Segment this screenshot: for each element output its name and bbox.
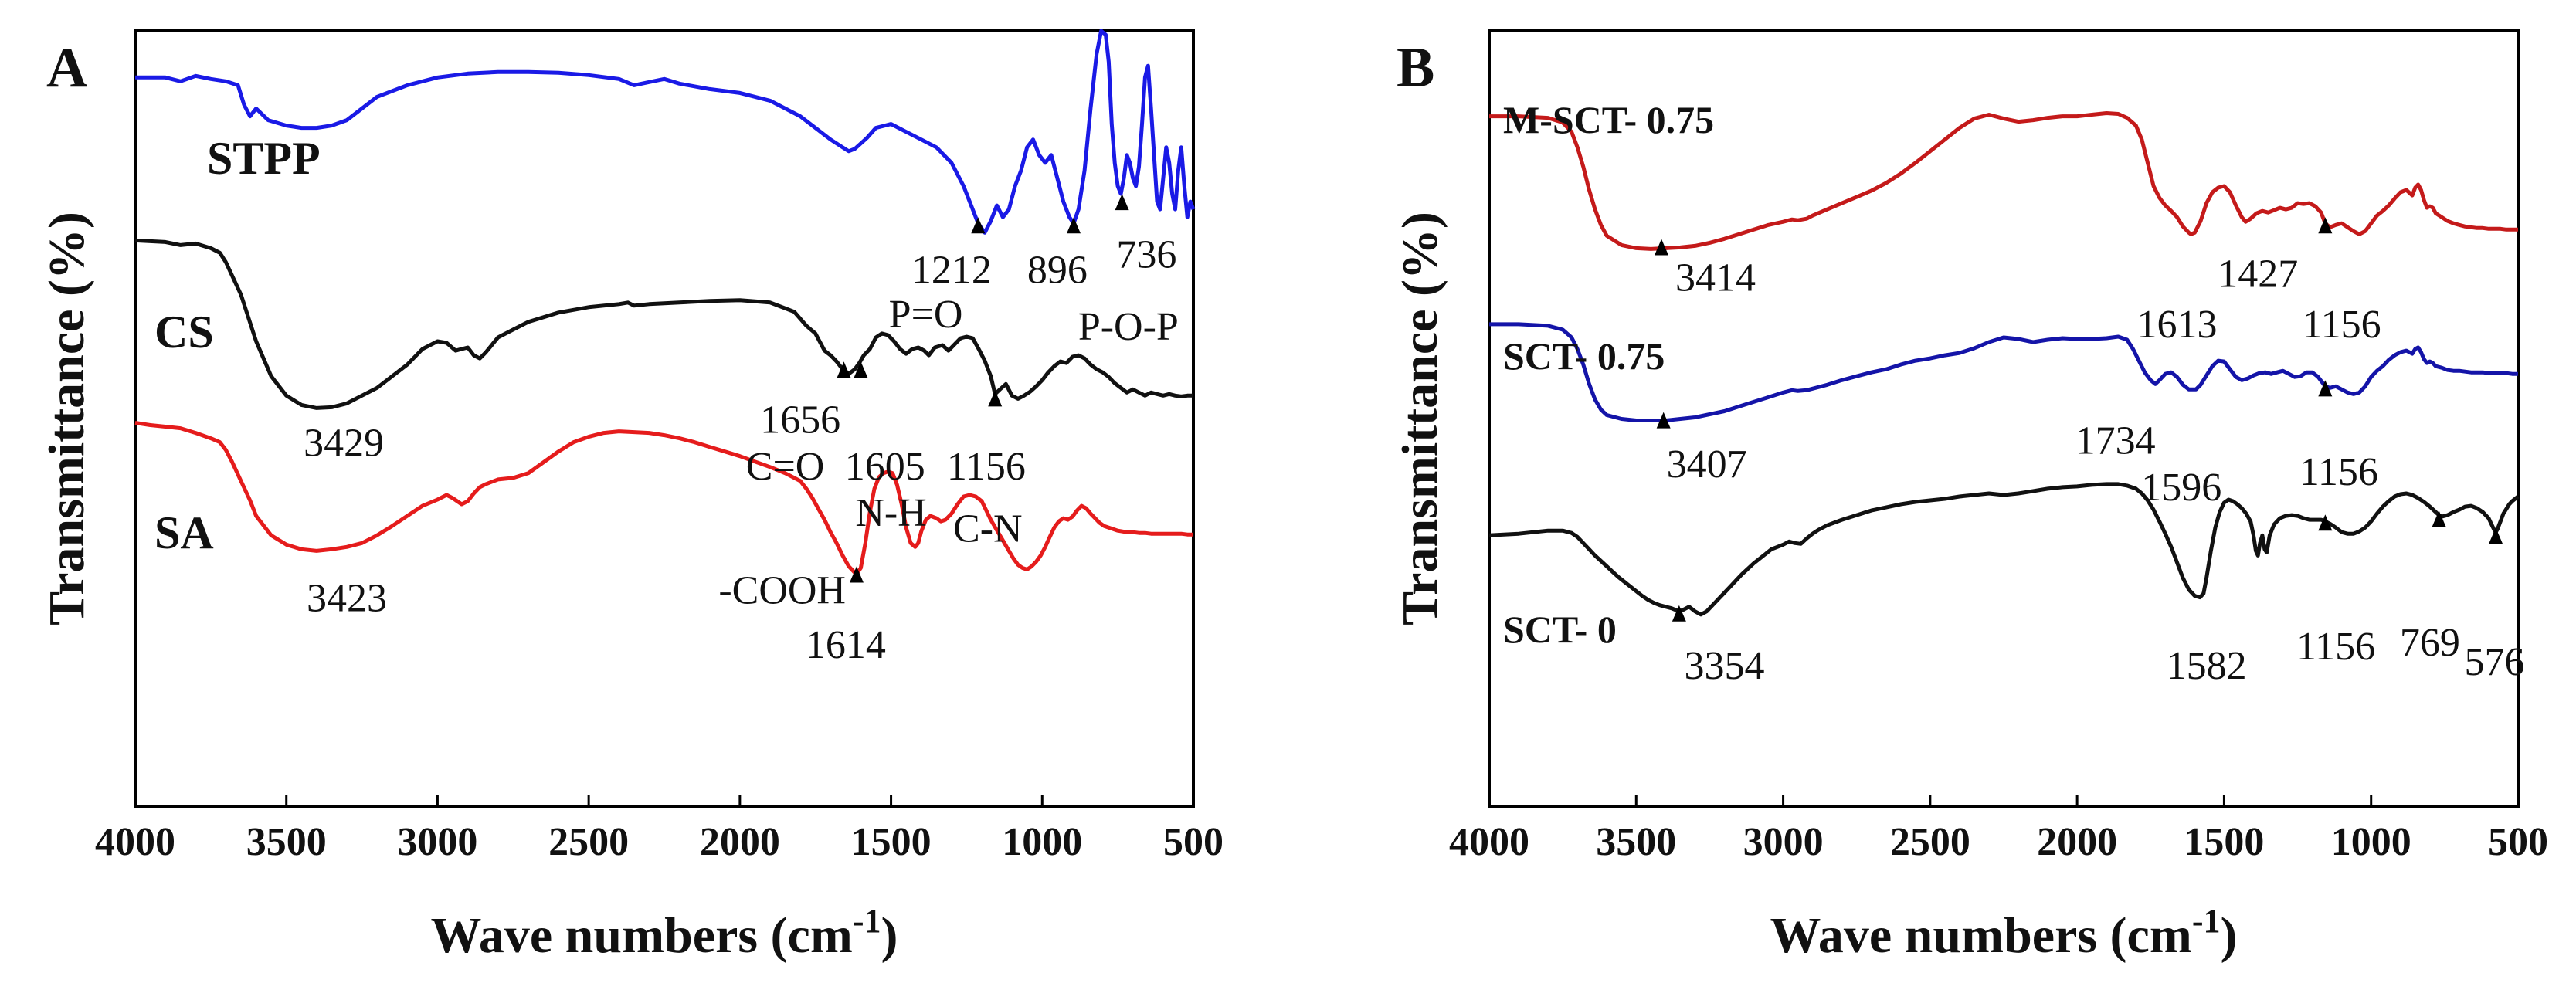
- peak-annotation: 1156: [2296, 625, 2375, 669]
- series-label: SCT- 0: [1503, 608, 1617, 651]
- panel-b-plot-frame: [1488, 29, 2520, 808]
- panel-a-plot-frame: [134, 29, 1195, 808]
- peak-arrow: [1115, 194, 1129, 211]
- panel-a-arrows: [837, 194, 1129, 583]
- peak-arrow: [854, 361, 868, 378]
- panel-b-series-labels: M-SCT- 0.75 SCT- 0.75 SCT- 0: [1503, 98, 1714, 651]
- x-tick-label: 3000: [1743, 820, 1824, 864]
- series-label: SCT- 0.75: [1503, 334, 1665, 378]
- series-line-sct-0-75: [1489, 322, 2518, 422]
- peak-annotation: 1656: [760, 398, 840, 442]
- panel-a-x-axis-label-close: ): [881, 907, 898, 964]
- panel-a-x-axis: 4000 3500 3000 2500 2000 1500 1000 500: [95, 795, 1224, 864]
- peak-annotation: 1613: [2137, 303, 2218, 347]
- panel-b-x-axis-label-close: ): [2220, 907, 2237, 964]
- peak-arrow: [2489, 527, 2503, 544]
- peak-annotation: C=O: [746, 445, 825, 489]
- peak-annotation: 1614: [806, 623, 886, 667]
- panel-b-x-axis: 4000 3500 3000 2500 2000 1500 1000 500: [1449, 795, 2548, 864]
- peak-annotation: 3429: [304, 422, 384, 466]
- peak-arrow: [1656, 412, 1671, 429]
- x-tick-label: 2000: [2037, 820, 2117, 864]
- peak-annotation: 1156: [947, 445, 1026, 489]
- peak-arrow: [1672, 605, 1686, 622]
- x-tick-label: 2500: [548, 820, 629, 864]
- peak-annotation: 3423: [307, 577, 387, 621]
- series-line-sa: [134, 421, 1193, 576]
- series-label: M-SCT- 0.75: [1503, 98, 1714, 141]
- x-tick-label: 4000: [95, 820, 175, 864]
- series-label: SA: [154, 507, 214, 558]
- panel-b-x-axis-label: Wave numbers (cm-1): [1770, 902, 2238, 964]
- peak-arrow: [2318, 380, 2333, 397]
- panel-a-x-axis-label: Wave numbers (cm-1): [431, 902, 898, 964]
- peak-annotation: -COOH: [718, 569, 846, 613]
- series-label: CS: [154, 307, 214, 358]
- panel-a-label: A: [46, 36, 87, 100]
- x-tick-label: 500: [2488, 820, 2548, 864]
- x-tick-label: 3500: [1596, 820, 1676, 864]
- panel-b: B 4000 3500 3000 2500 2000 1500 1000 500 3414 16…: [1392, 29, 2548, 964]
- peak-annotation: 736: [1116, 233, 1176, 277]
- panel-a-x-axis-label-sup: -1: [853, 902, 881, 940]
- peak-annotation: C-N: [953, 507, 1023, 551]
- x-tick-label: 2500: [1890, 820, 1970, 864]
- peak-annotation: 3354: [1684, 644, 1764, 688]
- panel-a-series: [134, 29, 1196, 576]
- panel-b-x-axis-label-sup: -1: [2192, 902, 2221, 940]
- peak-annotation: 1156: [2299, 450, 2378, 494]
- panel-a-y-axis-label: Transmittance (%): [39, 212, 95, 625]
- x-tick-label: 500: [1163, 820, 1224, 864]
- panel-b-x-axis-label-main: Wave numbers (cm: [1770, 907, 2192, 964]
- peak-annotation: 1212: [911, 249, 992, 293]
- panel-a: A 4000 3500 3000 2500 2000 1500 1000 500 342934…: [39, 29, 1224, 964]
- peak-annotation: 1582: [2167, 644, 2247, 688]
- x-tick-label: 2000: [700, 820, 780, 864]
- peak-annotation: P-O-P: [1078, 305, 1179, 349]
- x-tick-label: 3500: [246, 820, 327, 864]
- peak-annotation: 769: [2400, 621, 2460, 665]
- peak-annotation: P=O: [889, 293, 963, 337]
- series-line-m-sct-0-75: [1489, 111, 2518, 251]
- series-line-stpp: [135, 29, 1196, 235]
- x-tick-label: 1000: [1002, 820, 1082, 864]
- peak-arrow: [849, 566, 864, 583]
- peak-arrow: [2318, 217, 2333, 234]
- peak-arrow: [837, 361, 851, 378]
- panel-b-label: B: [1397, 36, 1434, 100]
- x-tick-label: 1500: [2184, 820, 2264, 864]
- peak-annotation: 3407: [1667, 442, 1747, 486]
- peak-annotation: 1596: [2141, 466, 2221, 510]
- peak-annotation: 1605: [845, 445, 925, 489]
- panel-b-series: [1488, 111, 2520, 617]
- peak-arrow: [2318, 514, 2333, 531]
- peak-arrow: [988, 390, 1003, 407]
- x-tick-label: 3000: [397, 820, 477, 864]
- peak-annotation: 3414: [1675, 256, 1756, 300]
- peak-annotation: 576: [2465, 640, 2525, 684]
- panel-a-x-axis-label-main: Wave numbers (cm: [431, 907, 853, 964]
- peak-annotation: 896: [1027, 249, 1088, 293]
- series-label: STPP: [207, 133, 321, 184]
- panel-b-arrows: [1655, 217, 2503, 622]
- x-tick-label: 1500: [851, 820, 932, 864]
- peak-arrow: [2432, 510, 2446, 527]
- peak-arrow: [1655, 239, 1669, 256]
- peak-annotation: 1734: [2075, 419, 2156, 463]
- panel-a-series-labels: STPP CS SA: [154, 133, 321, 558]
- peak-annotation: 1427: [2218, 253, 2298, 297]
- series-line-sct-0: [1488, 482, 2520, 617]
- x-tick-label: 4000: [1449, 820, 1529, 864]
- series-line-cs: [134, 238, 1193, 410]
- peak-annotation: N-H: [855, 491, 926, 535]
- peak-annotation: 1156: [2303, 303, 2381, 347]
- peak-arrow: [971, 217, 986, 234]
- x-tick-label: 1000: [2331, 820, 2411, 864]
- peak-arrow: [1066, 217, 1081, 234]
- panel-b-y-axis-label: Transmittance (%): [1392, 212, 1448, 625]
